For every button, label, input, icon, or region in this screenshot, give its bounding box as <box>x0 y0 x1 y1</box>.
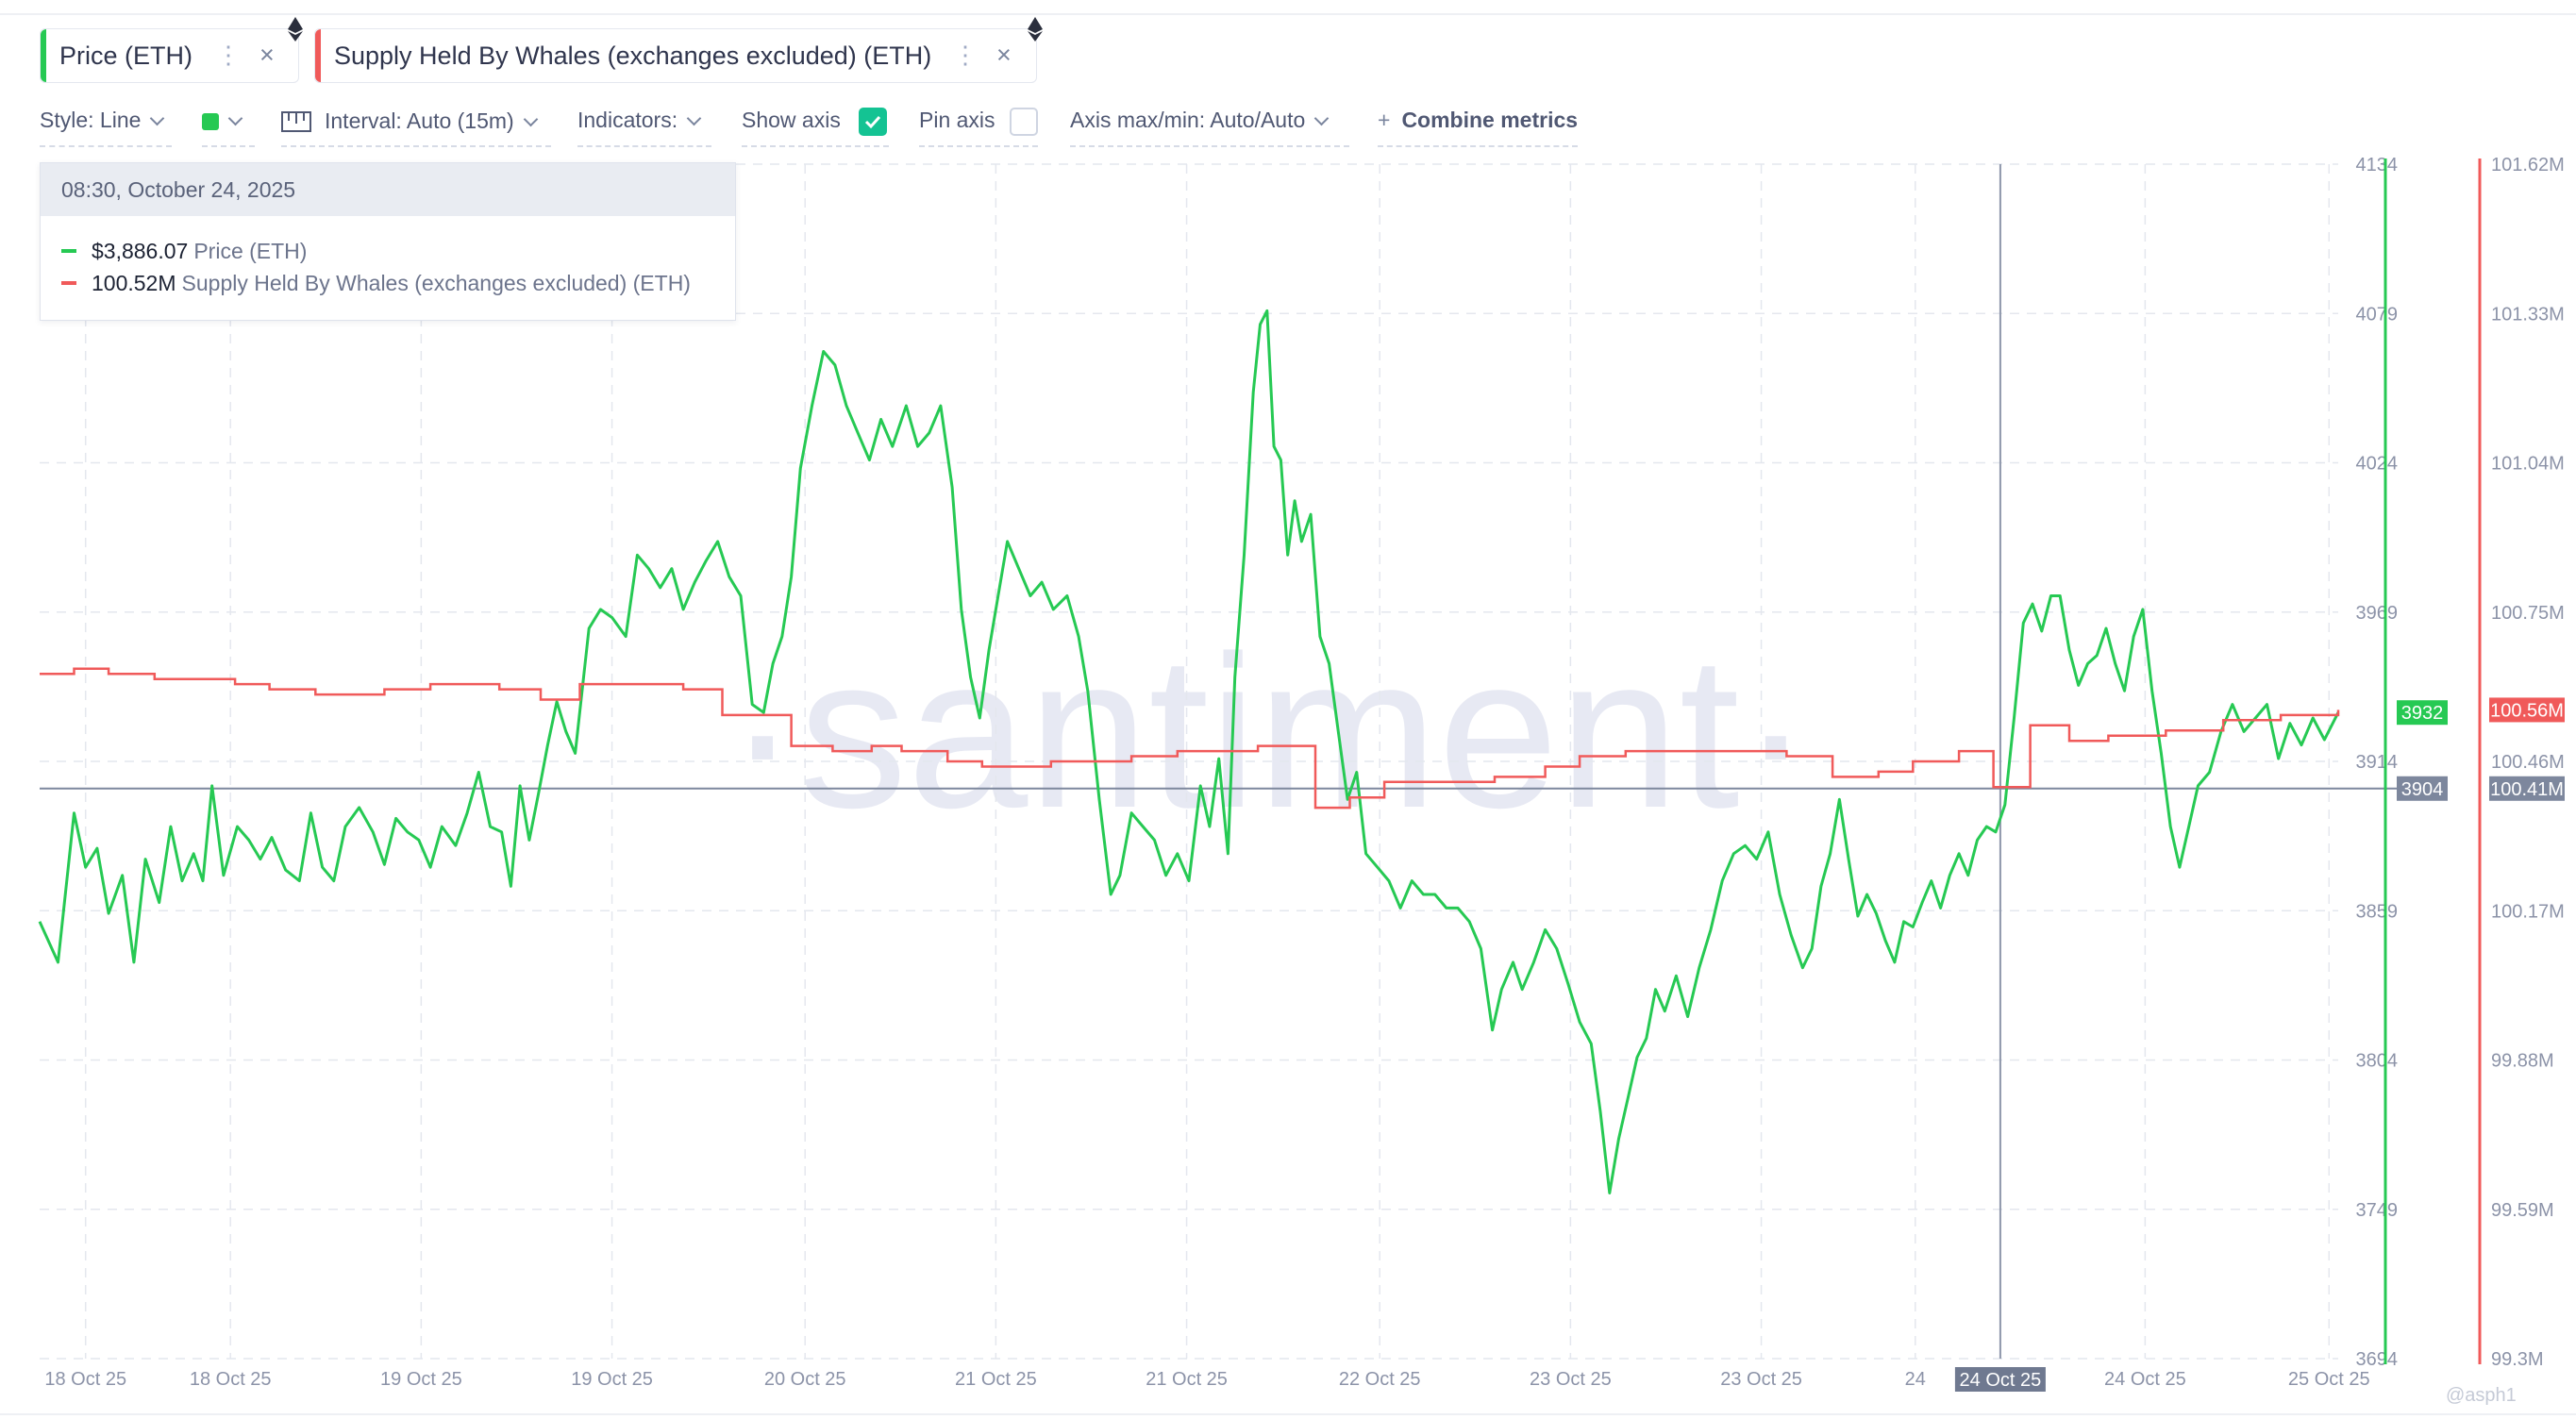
x-tick-label: 25 Oct 25 <box>2288 1369 2370 1390</box>
show-axis-label: Show axis <box>742 108 841 132</box>
metric-chip-price[interactable]: Price (ETH) ⋮ × <box>40 28 299 83</box>
santiment-watermark: ·santiment· <box>727 610 1812 853</box>
x-tick-label: 24 <box>1905 1369 1926 1390</box>
crosshair-supply-badge-bg <box>2489 776 2565 801</box>
y-tick-label-supply: 99.59M <box>2491 1200 2554 1221</box>
x-tick-label: 21 Oct 25 <box>955 1369 1037 1390</box>
x-tick-label: 22 Oct 25 <box>1339 1369 1421 1390</box>
price-line <box>38 309 2340 1194</box>
tooltip-date: 08:30, October 24, 2025 <box>41 163 735 216</box>
metric-color-bar <box>315 29 321 82</box>
y-tick-label-price: 3914 <box>2356 752 2399 773</box>
y-tick-label-supply: 99.3M <box>2491 1349 2544 1370</box>
axis-maxmin-label: Axis max/min: Auto/Auto <box>1070 108 1306 132</box>
crosshair-supply-badge: 100.41M <box>2490 779 2564 800</box>
tooltip-value: $3,886.07 <box>92 239 189 263</box>
x-tick-label: 18 Oct 25 <box>190 1369 272 1390</box>
metric-label: Price (ETH) <box>59 41 192 70</box>
y-tick-label-supply: 100.17M <box>2491 901 2565 922</box>
y-tick-label-supply: 99.88M <box>2491 1051 2554 1072</box>
show-axis-checkbox[interactable] <box>859 108 887 136</box>
y-tick-label-supply: 101.04M <box>2491 454 2565 475</box>
y-tick-label-supply: 100.75M <box>2491 603 2565 624</box>
y-tick-label-price: 3749 <box>2356 1200 2399 1221</box>
price-last-value-badge: 3932 <box>2401 703 2444 724</box>
credit-text: @asph1 <box>2446 1385 2517 1406</box>
metric-chip-whale-supply[interactable]: Supply Held By Whales (exchanges exclude… <box>314 28 1037 83</box>
vertical-dots-icon[interactable]: ⋮ <box>216 41 241 69</box>
x-tick-label: 23 Oct 25 <box>1530 1369 1612 1390</box>
series-color-dash <box>61 248 76 253</box>
show-axis-toggle[interactable]: Show axis <box>742 108 889 147</box>
y-tick-label-supply: 100.46M <box>2491 752 2565 773</box>
chart-tooltip: 08:30, October 24, 2025 $3,886.07 Price (… <box>40 162 736 321</box>
pin-axis-toggle[interactable]: Pin axis <box>919 108 1038 147</box>
ruler-icon <box>281 111 311 132</box>
pin-axis-label: Pin axis <box>919 108 995 132</box>
combine-metrics-button[interactable]: + Combine metrics <box>1378 108 1578 147</box>
top-divider <box>0 13 2576 15</box>
x-tick-label: 19 Oct 25 <box>571 1369 653 1390</box>
color-swatch <box>202 113 219 130</box>
color-dropdown[interactable] <box>202 108 255 147</box>
chart-series <box>38 309 2340 1194</box>
vertical-dots-icon[interactable]: ⋮ <box>953 41 978 69</box>
interval-dropdown[interactable]: Interval: Auto (15m) <box>281 108 551 147</box>
chart-axes: 4134 101.62M 4079 101.33M 4024 101.04M 3969 100… <box>44 155 2565 1392</box>
tooltip-row-supply: 100.52M Supply Held By Whales (exchanges … <box>61 271 691 296</box>
close-icon[interactable]: × <box>259 41 275 69</box>
tooltip-value: 100.52M <box>92 271 176 295</box>
checkmark-icon <box>864 115 881 129</box>
y-tick-label-price: 3859 <box>2356 901 2399 922</box>
price-last-value-badge-bg <box>2397 700 2448 726</box>
bottom-divider <box>0 1413 2576 1415</box>
y-tick-label-price: 4024 <box>2356 454 2399 475</box>
metric-color-bar <box>41 29 46 82</box>
x-tick-label: 18 Oct 25 <box>44 1369 126 1390</box>
tooltip-series-name: Price (ETH) <box>193 239 308 263</box>
axis-maxmin-dropdown[interactable]: Axis max/min: Auto/Auto <box>1070 108 1349 147</box>
crosshair-date-badge-bg <box>1954 1367 2046 1392</box>
x-tick-label: 19 Oct 25 <box>380 1369 462 1390</box>
y-tick-label-price: 4134 <box>2356 155 2399 175</box>
y-tick-label-price: 3694 <box>2356 1349 2399 1370</box>
series-color-dash <box>61 280 76 285</box>
metric-label: Supply Held By Whales (exchanges exclude… <box>334 41 932 70</box>
tooltip-series-name: Supply Held By Whales (exchanges exclude… <box>181 271 691 295</box>
x-tick-label: 24 Oct 25 <box>2104 1369 2186 1390</box>
y-tick-label-supply: 101.33M <box>2491 304 2565 325</box>
y-tick-label-price: 3804 <box>2356 1051 2399 1072</box>
interval-label: Interval: Auto (15m) <box>325 109 514 133</box>
plus-icon: + <box>1378 108 1391 132</box>
style-dropdown[interactable]: Style: Line <box>40 108 172 147</box>
y-tick-label-price: 4079 <box>2356 304 2399 325</box>
close-icon[interactable]: × <box>996 41 1012 69</box>
y-tick-label-supply: 101.62M <box>2491 155 2565 175</box>
crosshair-price-badge: 3904 <box>2401 779 2444 800</box>
x-tick-label: 23 Oct 25 <box>1720 1369 1802 1390</box>
ethereum-icon <box>1028 17 1043 42</box>
ethereum-icon <box>288 17 303 42</box>
combine-metrics-label: Combine metrics <box>1401 108 1579 132</box>
crosshair-date-badge: 24 Oct 25 <box>1960 1370 2042 1391</box>
whale-supply-line <box>40 667 2340 810</box>
supply-last-value-badge-bg <box>2489 697 2565 723</box>
y-tick-label-price: 3969 <box>2356 603 2399 624</box>
crosshair-price-badge-bg <box>2397 776 2448 801</box>
supply-last-value-badge: 100.56M <box>2490 700 2564 721</box>
tooltip-row-price: $3,886.07 Price (ETH) <box>61 239 307 264</box>
x-tick-label: 20 Oct 25 <box>764 1369 846 1390</box>
style-label: Style: Line <box>40 108 142 132</box>
indicators-dropdown[interactable]: Indicators: <box>577 108 711 147</box>
pin-axis-checkbox[interactable] <box>1010 108 1038 136</box>
x-tick-label: 21 Oct 25 <box>1146 1369 1228 1390</box>
indicators-label: Indicators: <box>577 108 678 132</box>
crosshair <box>40 164 2442 1359</box>
